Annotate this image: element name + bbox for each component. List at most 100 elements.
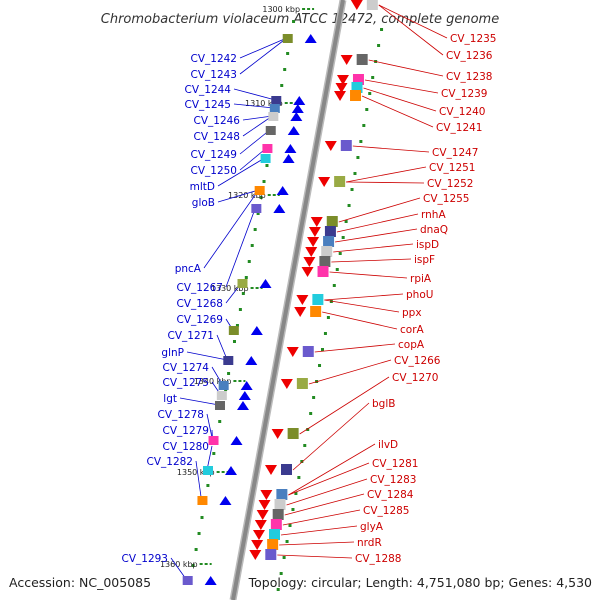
gene-label-CV_1242[interactable]: CV_1242 (191, 53, 238, 65)
gene-label-CV_1288[interactable]: CV_1288 (355, 553, 402, 565)
label-connector (277, 554, 353, 559)
label-connector (279, 541, 355, 546)
tick-dot (282, 556, 286, 559)
gene-label-CV_1270[interactable]: CV_1270 (392, 372, 439, 384)
label-connector (364, 79, 439, 94)
gene-label-CV_1274[interactable]: CV_1274 (163, 362, 210, 374)
gene-label-CV_1239[interactable]: CV_1239 (441, 88, 488, 100)
gene-label-CV_1235[interactable]: CV_1235 (450, 33, 497, 45)
label-connector (195, 460, 202, 501)
label-connector (299, 376, 390, 435)
gene-arrow-reverse (254, 520, 267, 530)
gene-label-CV_1283[interactable]: CV_1283 (370, 474, 417, 486)
gene-label-CV_1252[interactable]: CV_1252 (427, 178, 474, 190)
tick-dot (191, 564, 195, 567)
gene-box (271, 96, 282, 105)
gene-label-CV_1285[interactable]: CV_1285 (363, 505, 410, 517)
tick-dot (194, 548, 198, 551)
gene-box (216, 391, 227, 400)
gene-label-CV_1275[interactable]: CV_1275 (163, 377, 210, 389)
gene-label-CV_1278[interactable]: CV_1278 (158, 409, 205, 421)
tick-dot (253, 228, 257, 231)
gene-box (350, 90, 362, 101)
tick-dot (262, 180, 266, 183)
kbp-scale: 1300 kbp 1310 kbp 1320 kbp 1330 kbp 1340 kbp… (160, 5, 315, 569)
gene-label-CV_1271[interactable]: CV_1271 (168, 330, 215, 342)
gene-label-corA[interactable]: corA (400, 324, 425, 336)
label-connector (352, 145, 430, 153)
gene-label-lgt[interactable]: lgt (163, 393, 177, 405)
gene-label-CV_1248[interactable]: CV_1248 (194, 131, 241, 143)
gene-label-ispD[interactable]: ispD (416, 239, 439, 251)
gene-label-CV_1247[interactable]: CV_1247 (432, 147, 479, 159)
gene-box (274, 499, 286, 510)
gene-box (324, 226, 336, 237)
gene-label-CV_1251[interactable]: CV_1251 (429, 162, 476, 174)
tick-dot (285, 540, 289, 543)
gene-label-CV_1243[interactable]: CV_1243 (191, 69, 238, 81)
gene-arrow-forward (236, 401, 249, 410)
gene-label-CV_1284[interactable]: CV_1284 (367, 489, 414, 501)
label-connector (282, 509, 361, 526)
gene-label-CV_1241[interactable]: CV_1241 (436, 122, 483, 134)
gene-label-CV_1268[interactable]: CV_1268 (177, 298, 224, 310)
gene-label-CV_1245[interactable]: CV_1245 (185, 99, 232, 111)
gene-label-gloB[interactable]: gloB (192, 197, 215, 209)
gene-arrow-reverse (286, 347, 299, 357)
gene-label-CV_1250[interactable]: CV_1250 (191, 165, 238, 177)
gene-arrow-forward (238, 391, 251, 400)
right-gene-labels: CV_1235 CV_1236 CV_1238 CV_1239 CV_1240 CV_12… (355, 33, 497, 565)
gene-label-CV_1266[interactable]: CV_1266 (394, 355, 441, 367)
gene-label-rnhA[interactable]: rnhA (421, 209, 446, 221)
gene-label-CV_1280[interactable]: CV_1280 (163, 441, 210, 453)
left-gene-labels: CV_1242 CV_1243 CV_1244 CV_1245 CV_1246 CV_12… (122, 53, 241, 565)
tick-dot (265, 164, 269, 167)
gene-label-phoU[interactable]: phoU (406, 289, 433, 301)
gene-label-pncA[interactable]: pncA (175, 263, 202, 275)
gene-label-rpiA[interactable]: rpiA (410, 273, 432, 285)
gene-box (310, 306, 322, 317)
tick-dot (347, 204, 351, 207)
gene-label-dnaQ[interactable]: dnaQ (420, 224, 448, 236)
gene-arrow-forward (250, 326, 263, 335)
gene-label-glyA[interactable]: glyA (360, 521, 384, 533)
gene-label-CV_1267[interactable]: CV_1267 (177, 282, 224, 294)
gene-label-CV_1281[interactable]: CV_1281 (372, 458, 419, 470)
gene-label-CV_1249[interactable]: CV_1249 (191, 149, 238, 161)
gene-label-CV_1282[interactable]: CV_1282 (147, 456, 194, 468)
gene-label-CV_1255[interactable]: CV_1255 (423, 193, 470, 205)
gene-label-CV_1244[interactable]: CV_1244 (185, 84, 232, 96)
gene-arrow-forward (304, 34, 317, 43)
tick-dot (341, 236, 345, 239)
label-connector (322, 311, 398, 330)
label-connector (378, 4, 444, 56)
gene-label-CV_1269[interactable]: CV_1269 (177, 314, 224, 326)
gene-box (214, 401, 225, 410)
gene-label-nrdR[interactable]: nrdR (357, 537, 382, 549)
gene-label-CV_1240[interactable]: CV_1240 (439, 106, 486, 118)
gene-label-glnP[interactable]: glnP (161, 347, 184, 359)
tick-dot (294, 492, 298, 495)
tick-dot (332, 284, 336, 287)
gene-arrow-forward (230, 436, 243, 445)
gene-label-mltD[interactable]: mltD (190, 181, 215, 193)
label-connector (314, 343, 396, 353)
gene-label-CV_1293[interactable]: CV_1293 (122, 553, 169, 565)
tick-dot (377, 44, 381, 47)
gene-box (251, 204, 262, 213)
gene-label-CV_1279[interactable]: CV_1279 (163, 425, 210, 437)
tick-dot (371, 76, 375, 79)
gene-label-CV_1246[interactable]: CV_1246 (194, 115, 241, 127)
gene-label-CV_1238[interactable]: CV_1238 (446, 71, 493, 83)
gene-label-ispF[interactable]: ispF (414, 254, 435, 266)
label-connector (203, 189, 259, 269)
gene-label-ilvD[interactable]: ilvD (378, 439, 398, 451)
kbp-label: 1340 kbp (194, 377, 232, 386)
tick-dot (279, 572, 283, 575)
gene-label-copA[interactable]: copA (398, 339, 425, 351)
tick-dot (291, 508, 295, 511)
gene-label-CV_1236[interactable]: CV_1236 (446, 50, 493, 62)
gene-label-bglB[interactable]: bglB (372, 398, 395, 410)
gene-box (334, 176, 346, 187)
gene-label-ppx[interactable]: ppx (402, 307, 422, 319)
